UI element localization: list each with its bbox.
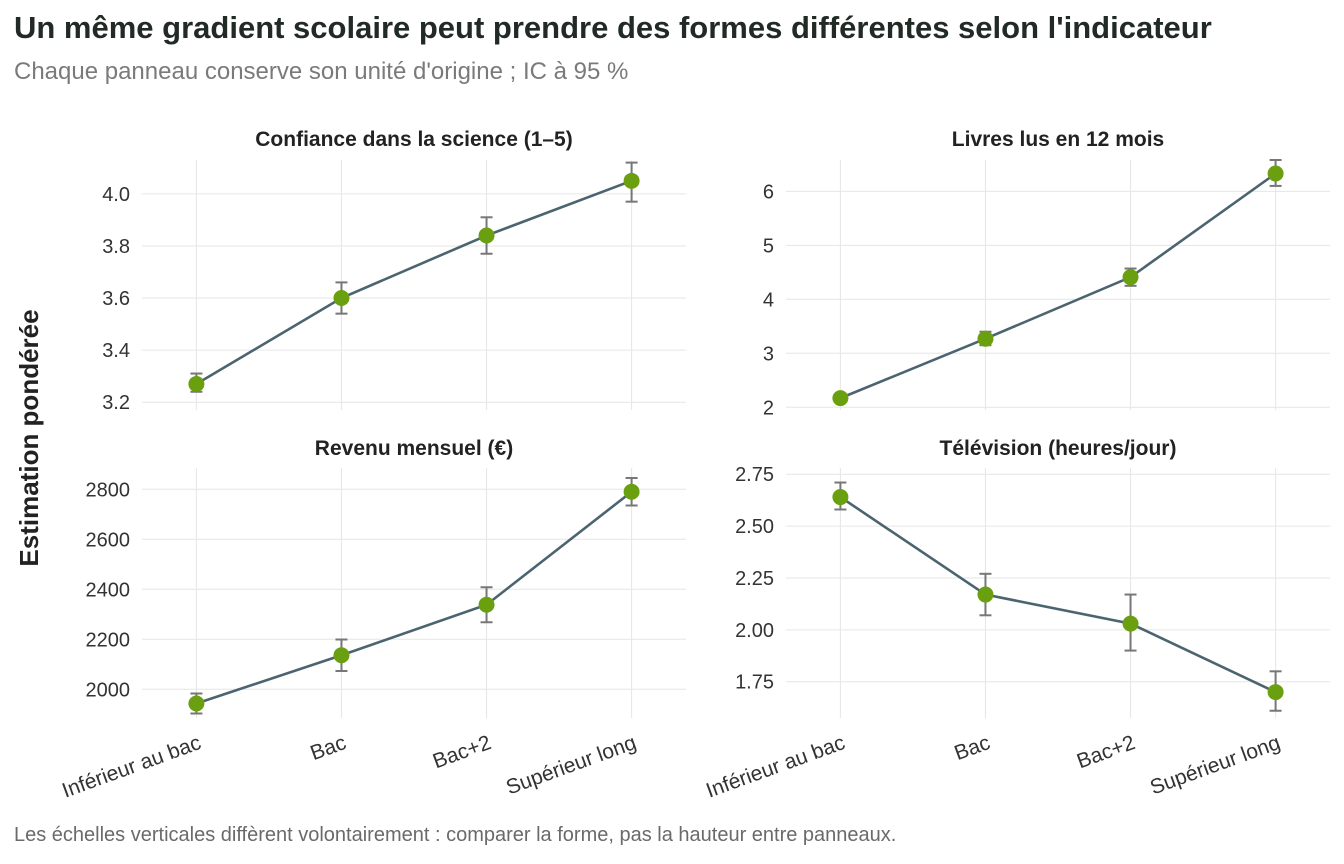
x-tick-label: Bac: [307, 731, 349, 765]
y-tick-label: 3.6: [102, 288, 130, 310]
y-tick-label: 2: [763, 397, 774, 419]
chart-caption: Les échelles verticales diffèrent volont…: [14, 824, 897, 846]
y-tick-label: 2.75: [735, 464, 774, 486]
y-tick-label: 2800: [86, 479, 131, 501]
y-tick-label: 2.00: [735, 620, 774, 642]
x-tick-label: Supérieur long: [503, 731, 639, 799]
y-tick-label: 2.25: [735, 568, 774, 590]
y-tick-label: 2000: [86, 679, 131, 701]
panels: Confiance dans la science (1–5) 3.2 3.4 3.6…: [59, 128, 1330, 803]
x-tick-label: Bac+2: [1074, 731, 1138, 773]
y-tick-label: 3: [763, 343, 774, 365]
y-tick-label: 4: [763, 289, 774, 311]
y-tick-label: 5: [763, 235, 774, 257]
data-point: [1267, 165, 1284, 182]
x-tick-label: Bac+2: [430, 731, 494, 773]
x-tick-label: Inférieur au bac: [703, 731, 848, 803]
panel-1: Confiance dans la science (1–5) 3.2 3.4 3.6…: [102, 128, 686, 414]
y-tick-label: 2400: [86, 579, 131, 601]
series-line: [195, 179, 633, 386]
y-tick-label: 3.4: [102, 340, 130, 362]
panel-title: Livres lus en 12 mois: [952, 128, 1164, 151]
y-tick-label: 3.2: [102, 392, 130, 414]
panel-4: Télévision (heures/jour) 1.75 2.00 2.25 2.50…: [703, 437, 1330, 803]
data-point: [1122, 615, 1139, 632]
data-point: [333, 647, 350, 664]
chart-subtitle: Chaque panneau conserve son unité d'orig…: [14, 58, 629, 85]
x-tick-label: Inférieur au bac: [59, 731, 204, 803]
data-point: [832, 390, 849, 407]
panel-title: Revenu mensuel (€): [315, 437, 513, 460]
data-point: [977, 330, 994, 347]
data-point: [478, 227, 495, 244]
series-line: [195, 490, 633, 705]
data-point: [832, 489, 849, 506]
data-point: [623, 172, 640, 189]
y-axis-title: Estimation pondérée: [14, 309, 44, 566]
y-tick-label: 2.50: [735, 516, 774, 538]
y-tick-label: 2200: [86, 629, 131, 651]
y-tick-label: 3.8: [102, 236, 130, 258]
panel-title: Confiance dans la science (1–5): [255, 128, 572, 151]
y-tick-label: 4.0: [102, 184, 130, 206]
data-point: [188, 695, 205, 712]
chart-title: Un même gradient scolaire peut prendre d…: [14, 10, 1212, 45]
x-tick-label: Bac: [951, 731, 993, 765]
panel-2: Livres lus en 12 mois 2 3 4 5 6: [763, 128, 1330, 419]
data-point: [333, 290, 350, 307]
panel-title: Télévision (heures/jour): [940, 437, 1177, 460]
series-line: [839, 495, 1277, 694]
series-line: [839, 172, 1277, 400]
data-point: [1267, 684, 1284, 701]
data-point: [188, 375, 205, 392]
y-tick-label: 1.75: [735, 672, 774, 694]
data-point: [478, 596, 495, 613]
data-point: [1122, 269, 1139, 286]
y-tick-label: 2600: [86, 529, 131, 551]
x-tick-label: Supérieur long: [1147, 731, 1283, 799]
data-point: [623, 483, 640, 500]
panel-3: Revenu mensuel (€) 2000 2200 2400 2600 2800 In…: [59, 437, 686, 803]
data-point: [977, 586, 994, 603]
y-tick-label: 6: [763, 181, 774, 203]
